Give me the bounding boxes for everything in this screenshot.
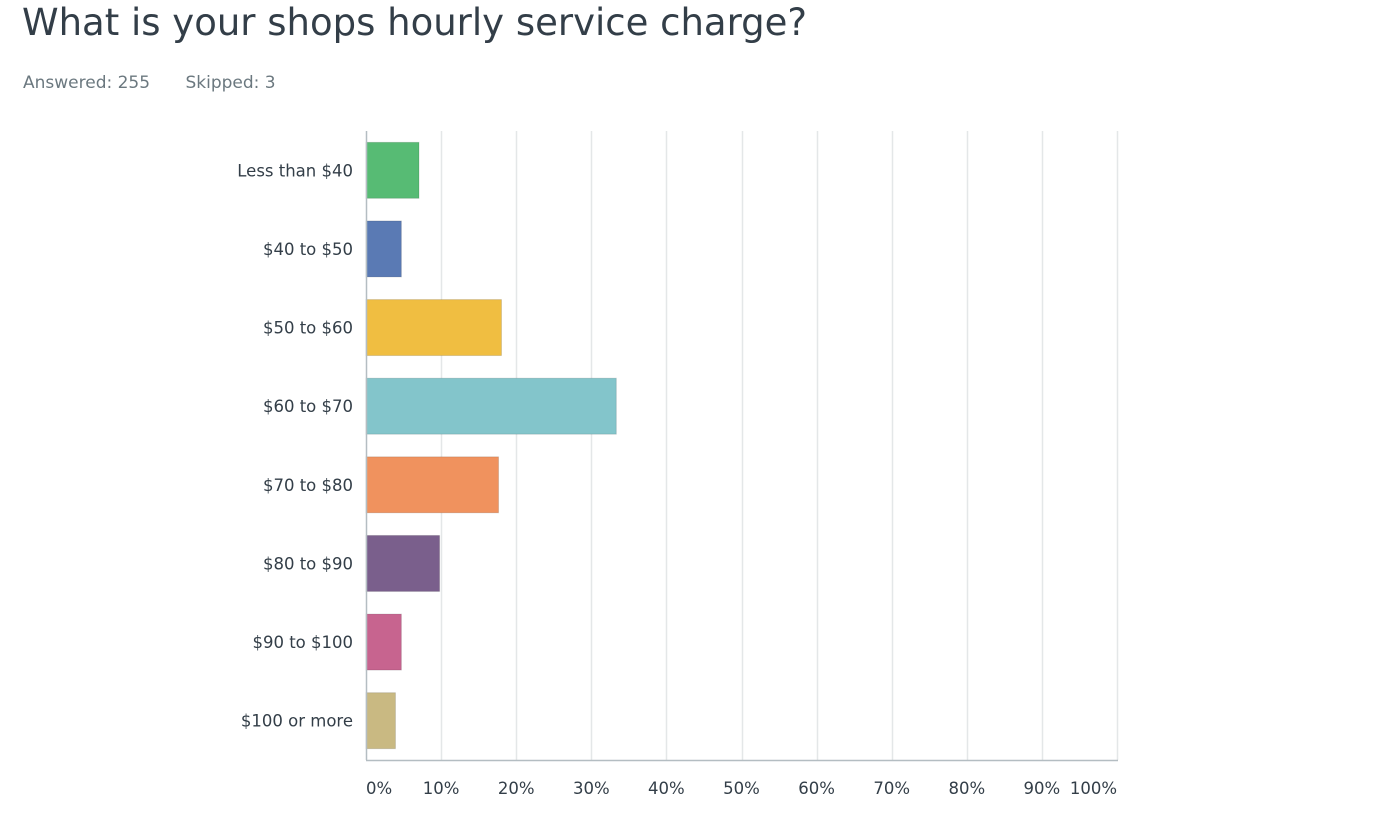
- category-label: $40 to $50: [263, 240, 353, 259]
- x-tick-label: 100%: [1070, 779, 1117, 798]
- bar[interactable]: [365, 456, 500, 514]
- chart-bars: [365, 141, 617, 750]
- x-tick-label: 50%: [723, 779, 760, 798]
- bar[interactable]: [365, 692, 396, 750]
- category-label: $80 to $90: [263, 554, 353, 573]
- x-tick-label: 60%: [798, 779, 835, 798]
- bar[interactable]: [365, 299, 502, 357]
- x-tick-label: 0%: [366, 779, 392, 798]
- skipped-count: Skipped: 3: [185, 73, 276, 93]
- x-tick-label: 10%: [423, 779, 460, 798]
- x-tick-label: 80%: [948, 779, 985, 798]
- bar[interactable]: [365, 220, 402, 278]
- category-label: $70 to $80: [263, 476, 353, 495]
- category-label: $90 to $100: [252, 633, 353, 652]
- x-tick-labels: 0% 10% 20% 30% 40% 50% 60% 70% 80% 90% 100%: [366, 779, 1117, 798]
- answered-count: Answered: 255: [23, 73, 151, 93]
- x-tick-label: 70%: [873, 779, 910, 798]
- x-tick-label: 90%: [1024, 779, 1061, 798]
- bar[interactable]: [365, 141, 420, 199]
- x-tick-label: 30%: [573, 779, 610, 798]
- category-labels: Less than $40 $40 to $50 $50 to $60 $60 to …: [237, 161, 353, 730]
- category-label: $100 or more: [241, 712, 353, 731]
- bar[interactable]: [365, 377, 617, 435]
- response-stats: Answered: 255 Skipped: 3: [23, 72, 276, 94]
- x-tick-label: 20%: [498, 779, 535, 798]
- x-tick-label: 40%: [648, 779, 685, 798]
- bar[interactable]: [365, 613, 402, 671]
- chart-grid: [440, 131, 1119, 760]
- category-label: Less than $40: [237, 161, 353, 180]
- category-label: $50 to $60: [263, 319, 353, 338]
- chart-axes: [365, 131, 1118, 762]
- category-label: $60 to $70: [263, 397, 353, 416]
- bar[interactable]: [365, 534, 441, 592]
- question-title: What is your shops hourly service charge…: [22, 1, 808, 44]
